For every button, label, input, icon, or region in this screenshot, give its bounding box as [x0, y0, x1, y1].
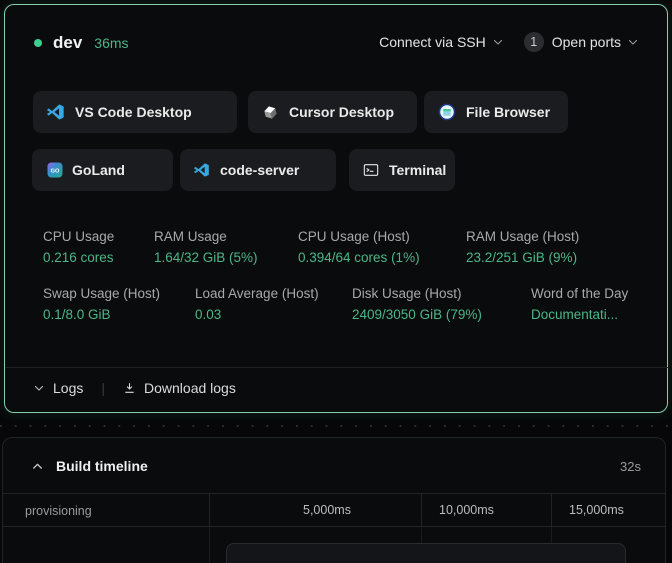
svg-text:GO: GO — [51, 168, 60, 174]
